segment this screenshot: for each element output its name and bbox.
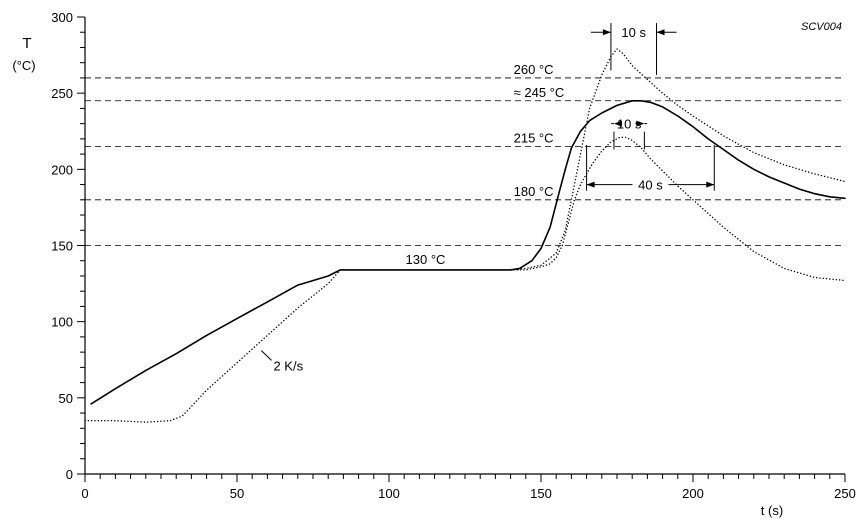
x-tick-label: 250 bbox=[834, 486, 856, 501]
profile-curve-2-dotted bbox=[84, 48, 846, 423]
figure-code: SCV004 bbox=[801, 21, 842, 33]
annotations: 130 °C 2 K/s 10 s 10 s 40 s bbox=[260, 23, 715, 373]
dimension-label: 10 s bbox=[617, 117, 642, 132]
reference-lines: 260 °C ≈ 245 °C 215 °C 180 °C bbox=[85, 62, 845, 246]
y-tick-label: 50 bbox=[59, 391, 73, 406]
y-tick-label: 0 bbox=[66, 467, 73, 482]
profile-curve-1-solid bbox=[90, 100, 846, 405]
temperature-curves bbox=[84, 48, 846, 423]
dimension-label-background bbox=[634, 175, 667, 193]
dimension-arrowhead bbox=[706, 181, 715, 188]
label-ramp-rate: 2 K/s bbox=[273, 358, 303, 373]
y-tick-label: 100 bbox=[51, 315, 73, 330]
reference-label-245: ≈ 245 °C bbox=[514, 85, 565, 100]
reference-label-215: 215 °C bbox=[514, 130, 554, 145]
x-tick-label: 50 bbox=[230, 486, 244, 501]
profile-curve-3-dotted bbox=[509, 136, 846, 282]
y-tick-label: 150 bbox=[51, 239, 73, 254]
dimension-arrowhead bbox=[636, 120, 645, 127]
x-tick-label: 150 bbox=[530, 486, 552, 501]
dimension-label: 40 s bbox=[638, 178, 663, 193]
dimension-arrowhead bbox=[613, 120, 622, 127]
ramp-rate-leader-line bbox=[260, 350, 272, 361]
label-soak-temperature: 130 °C bbox=[406, 252, 446, 267]
y-axis-symbol: T bbox=[22, 35, 31, 52]
y-tick-label: 250 bbox=[51, 86, 73, 101]
reference-label-260: 260 °C bbox=[514, 62, 554, 77]
dimension-label-background bbox=[613, 114, 646, 132]
x-tick-label: 100 bbox=[378, 486, 400, 501]
x-tick-label: 200 bbox=[682, 486, 704, 501]
x-tick-label: 0 bbox=[81, 486, 88, 501]
x-axis-label: t (s) bbox=[761, 503, 783, 518]
reference-label-180: 180 °C bbox=[514, 184, 554, 199]
y-tick-label: 300 bbox=[51, 10, 73, 25]
dimension-arrowhead bbox=[656, 29, 665, 36]
dimension-arrowhead bbox=[586, 181, 595, 188]
y-tick-label: 200 bbox=[51, 162, 73, 177]
y-axis-unit: (°C) bbox=[12, 58, 35, 73]
dimension-arrowhead bbox=[602, 29, 611, 36]
dimension-label: 10 s bbox=[621, 25, 646, 40]
axes: 0 50 100 150 200 250 0 50 100 150 200 250 300 bbox=[51, 10, 856, 501]
